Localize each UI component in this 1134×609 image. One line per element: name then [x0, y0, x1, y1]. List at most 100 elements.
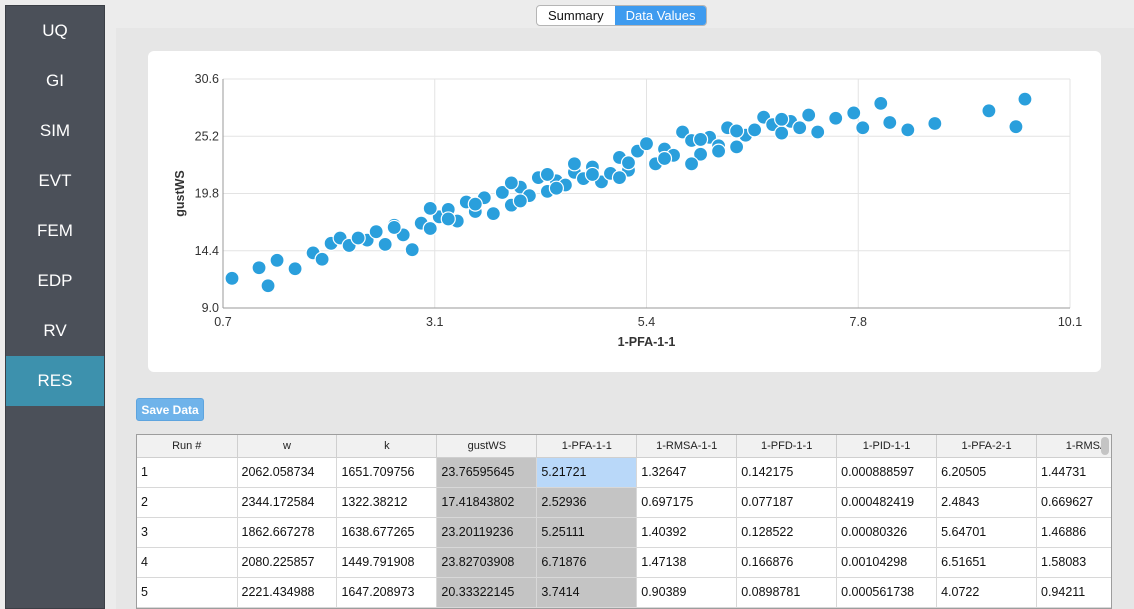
- scatter-point: [269, 252, 285, 268]
- table-cell[interactable]: 23.76595645: [436, 457, 538, 488]
- column-header[interactable]: 1-RMSA-1-1: [636, 435, 738, 458]
- table-cell[interactable]: 4: [137, 547, 238, 578]
- table-row[interactable]: 2 2344.172584 1322.38212 17.41843802 2.5…: [137, 487, 1111, 518]
- table-cell[interactable]: 1862.667278: [237, 517, 338, 548]
- table-cell[interactable]: 6.51651: [936, 547, 1037, 578]
- scatter-point: [584, 166, 601, 183]
- table-cell[interactable]: 0.077187: [736, 487, 838, 518]
- column-header[interactable]: Run #: [137, 435, 238, 458]
- table-cell[interactable]: 1647.208973: [336, 577, 438, 608]
- table-cell[interactable]: 1.40392: [636, 517, 738, 548]
- column-header[interactable]: 1-PFD-1-1: [736, 435, 838, 458]
- table-cell[interactable]: 0.669627: [1036, 487, 1111, 518]
- data-table[interactable]: Run # w k gustWS 1-PFA-1-1 1-RMSA-1-1 1-…: [136, 434, 1112, 609]
- column-header[interactable]: k: [336, 435, 438, 458]
- table-scrollbar[interactable]: [1101, 437, 1109, 455]
- table-cell[interactable]: 1449.791908: [336, 547, 438, 578]
- table-cell[interactable]: 2.52936: [536, 487, 638, 518]
- table-cell[interactable]: 5: [137, 577, 238, 608]
- table-cell[interactable]: 6.20505: [936, 457, 1037, 488]
- scatter-point: [810, 124, 826, 140]
- scatter-point: [422, 220, 438, 237]
- table-cell[interactable]: 0.90389: [636, 577, 738, 608]
- table-cell[interactable]: 2062.058734: [237, 457, 338, 488]
- table-cell[interactable]: 1.32647: [636, 457, 738, 488]
- table-cell[interactable]: 0.94211: [1036, 577, 1111, 608]
- table-cell[interactable]: 2080.225857: [237, 547, 338, 578]
- column-header[interactable]: 1-PFA-2-1: [936, 435, 1037, 458]
- table-cell[interactable]: 1.47138: [636, 547, 738, 578]
- column-header[interactable]: 1-PID-1-1: [836, 435, 938, 458]
- y-tick-label: 30.6: [195, 72, 219, 86]
- table-cell[interactable]: 0.000888597: [836, 457, 938, 488]
- sidebar-item-res[interactable]: RES: [6, 356, 104, 406]
- view-tabs: Summary Data Values: [536, 5, 708, 26]
- column-header[interactable]: w: [237, 435, 338, 458]
- sidebar-item-edp[interactable]: EDP: [37, 271, 73, 290]
- scatter-point: [611, 169, 628, 186]
- table-cell[interactable]: 1: [137, 457, 238, 488]
- table-cell[interactable]: 1322.38212: [336, 487, 438, 518]
- sidebar-item-sim[interactable]: SIM: [39, 121, 71, 140]
- table-cell[interactable]: 1.58083: [1036, 547, 1111, 578]
- scatter-point: [224, 270, 240, 286]
- table-cell[interactable]: 2.4843: [936, 487, 1037, 518]
- table-cell[interactable]: 0.000482419: [836, 487, 938, 518]
- table-cell[interactable]: 2: [137, 487, 238, 518]
- table-cell[interactable]: 0.697175: [636, 487, 738, 518]
- sidebar-item-uq[interactable]: UQ: [42, 21, 68, 40]
- column-header[interactable]: 1-RMSA: [1036, 435, 1111, 458]
- table-cell[interactable]: 4.0722: [936, 577, 1037, 608]
- sidebar-item-rv[interactable]: RV: [43, 321, 67, 340]
- table-row[interactable]: 3 1862.667278 1638.677265 23.20119236 5.…: [137, 517, 1111, 548]
- table-row[interactable]: 5 2221.434988 1647.208973 20.33322145 3.…: [137, 577, 1111, 608]
- table-cell[interactable]: 17.41843802: [436, 487, 538, 518]
- table-cell[interactable]: 20.33322145: [436, 577, 538, 608]
- table-cell[interactable]: 1651.709756: [336, 457, 438, 488]
- table-cell[interactable]: 3.7414: [536, 577, 638, 608]
- x-axis-label: 1-PFA-1-1: [618, 335, 676, 349]
- table-cell[interactable]: 5.25111: [536, 517, 638, 548]
- scatter-point: [440, 211, 456, 227]
- tab-data-values[interactable]: Data Values: [614, 6, 707, 25]
- table-cell[interactable]: 2344.172584: [237, 487, 338, 518]
- table-cell[interactable]: 5.21721: [536, 457, 638, 488]
- sidebar-item-fem[interactable]: FEM: [37, 221, 73, 240]
- x-tick-label: 5.4: [638, 315, 655, 329]
- table-cell[interactable]: 1.44731: [1036, 457, 1111, 488]
- sidebar-item-evt[interactable]: EVT: [38, 171, 72, 190]
- table-cell[interactable]: 1.46886: [1036, 517, 1111, 548]
- table-cell[interactable]: 0.000561738: [836, 577, 938, 608]
- scatter-chart[interactable]: 0.7 3.1 5.4 7.8 10.1 9.0 14.4 19.8 25.2 30.6 1-PFA…: [148, 51, 1101, 372]
- sidebar-item-gi[interactable]: GI: [46, 71, 64, 90]
- x-tick-label: 7.8: [850, 315, 867, 329]
- table-row[interactable]: 1 2062.058734 1651.709756 23.76595645 5.…: [137, 457, 1111, 488]
- scatter-point: [386, 219, 402, 236]
- table-cell[interactable]: 6.71876: [536, 547, 638, 578]
- scatter-point: [566, 156, 583, 172]
- table-cell[interactable]: 5.64701: [936, 517, 1037, 548]
- scatter-point: [404, 242, 420, 258]
- y-tick-label: 19.8: [195, 187, 219, 201]
- table-cell[interactable]: 0.142175: [736, 457, 838, 488]
- table-cell[interactable]: 0.166876: [736, 547, 838, 578]
- scatter-point: [710, 143, 727, 159]
- table-header-row: Run # w k gustWS 1-PFA-1-1 1-RMSA-1-1 1-…: [137, 435, 1111, 458]
- table-cell[interactable]: 3: [137, 517, 238, 548]
- table-cell[interactable]: 0.00080326: [836, 517, 938, 548]
- save-data-button[interactable]: Save Data: [136, 398, 204, 421]
- scatter-point: [422, 200, 438, 216]
- column-header[interactable]: gustWS: [436, 435, 538, 458]
- tab-summary[interactable]: Summary: [548, 8, 604, 23]
- column-header[interactable]: 1-PFA-1-1: [536, 435, 638, 458]
- table-row[interactable]: 4 2080.225857 1449.791908 23.82703908 6.…: [137, 547, 1111, 578]
- table-cell[interactable]: 0.0898781: [736, 577, 838, 608]
- table-cell[interactable]: 1638.677265: [336, 517, 438, 548]
- table-cell[interactable]: 2221.434988: [237, 577, 338, 608]
- table-cell[interactable]: 23.20119236: [436, 517, 538, 548]
- table-cell[interactable]: 0.128522: [736, 517, 838, 548]
- scatter-point: [494, 184, 510, 201]
- table-cell[interactable]: 23.82703908: [436, 547, 538, 578]
- scatter-point: [692, 131, 709, 148]
- table-cell[interactable]: 0.00104298: [836, 547, 938, 578]
